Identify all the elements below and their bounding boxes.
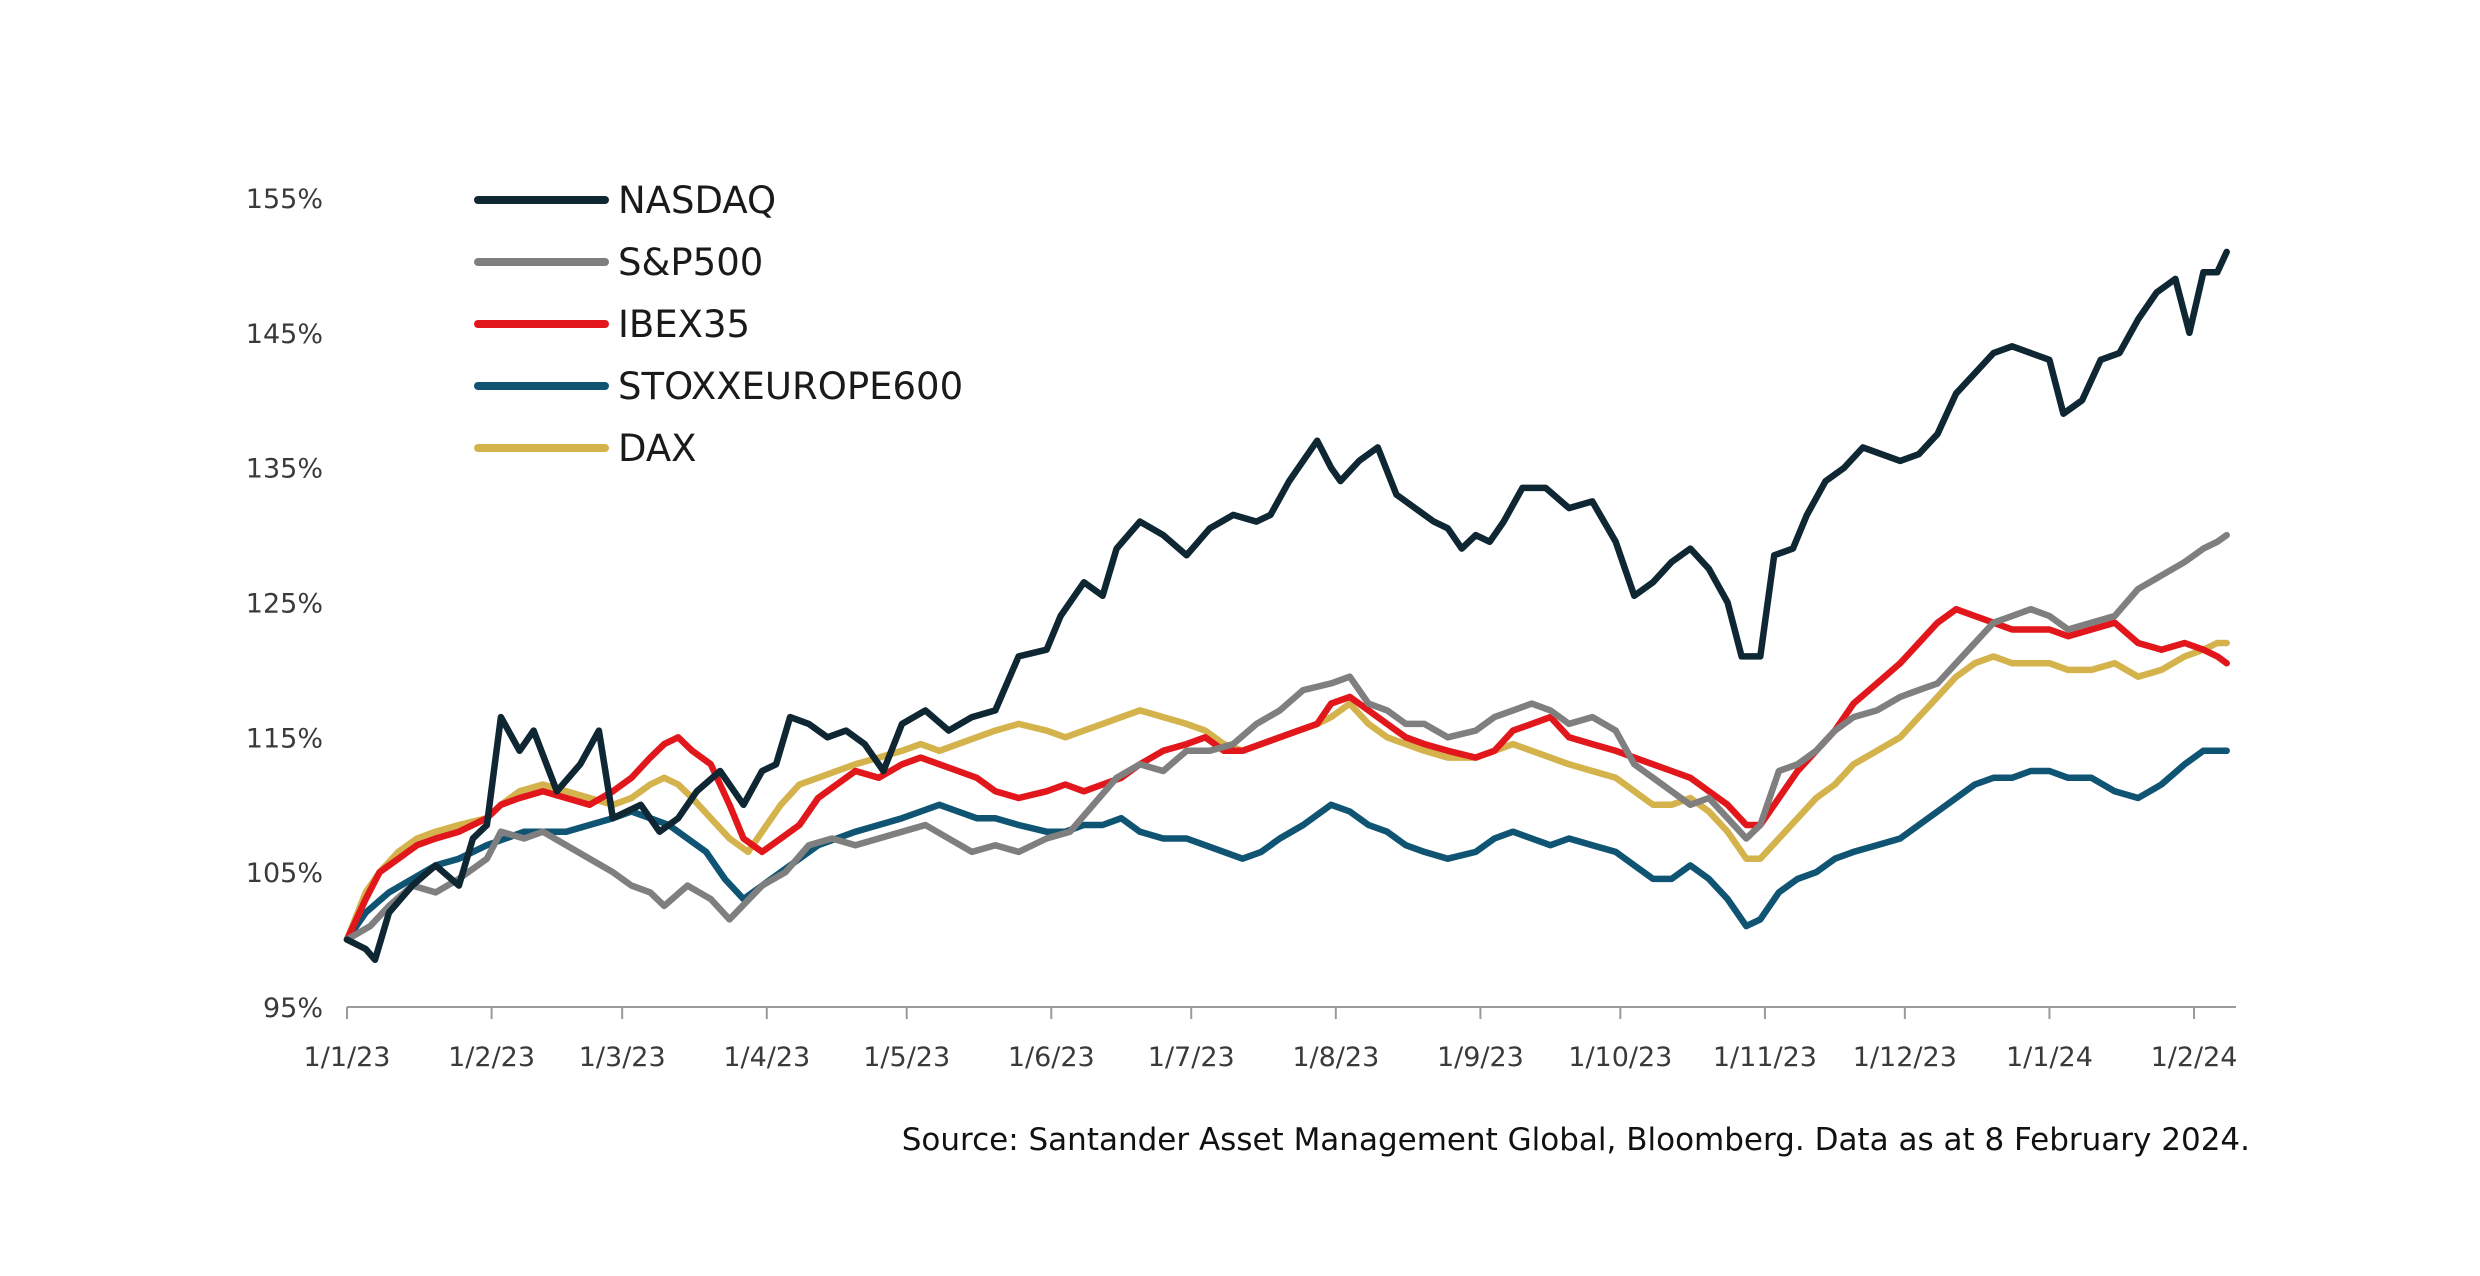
y-tick-label: 135% bbox=[246, 454, 323, 485]
x-tick-label: 1/11/23 bbox=[1713, 1042, 1817, 1073]
y-axis-tick-labels: 95% 105% 115% 125% 135% 145% 155% bbox=[246, 184, 323, 1024]
y-tick-label: 105% bbox=[246, 858, 323, 889]
x-tick-label: 1/2/24 bbox=[2151, 1042, 2238, 1073]
x-tick-label: 1/10/23 bbox=[1568, 1042, 1672, 1073]
x-tick-label: 1/5/23 bbox=[863, 1042, 950, 1073]
x-tick-label: 1/6/23 bbox=[1008, 1042, 1095, 1073]
source-note: Source: Santander Asset Management Globa… bbox=[901, 1122, 2250, 1158]
x-tick-label: 1/1/24 bbox=[2006, 1042, 2093, 1073]
series-line-dax bbox=[343, 639, 2230, 943]
series-line-sp500 bbox=[343, 531, 2230, 943]
series-line-stoxxeurope600 bbox=[343, 747, 2230, 943]
y-tick-label: 115% bbox=[246, 723, 323, 754]
y-tick-label: 125% bbox=[246, 589, 323, 620]
legend-label: NASDAQ bbox=[618, 179, 776, 222]
legend-label: STOXXEUROPE600 bbox=[618, 365, 963, 408]
series-line-nasdaq bbox=[343, 248, 2230, 964]
y-tick-label: 155% bbox=[246, 184, 323, 215]
x-tick-label: 1/7/23 bbox=[1148, 1042, 1235, 1073]
y-tick-label: 95% bbox=[263, 993, 323, 1024]
legend-label: DAX bbox=[618, 427, 697, 470]
legend: NASDAQ S&P500 IBEX35 STOXXEUROPE600 DAX bbox=[474, 179, 963, 470]
x-tick-label: 1/1/23 bbox=[304, 1042, 391, 1073]
series-lines bbox=[343, 248, 2230, 964]
legend-label: S&P500 bbox=[618, 241, 763, 284]
x-tick-label: 1/12/23 bbox=[1853, 1042, 1957, 1073]
legend-label: IBEX35 bbox=[618, 303, 750, 346]
x-tick-label: 1/8/23 bbox=[1292, 1042, 1379, 1073]
x-axis: 1/1/23 1/2/23 1/3/23 1/4/23 1/5/23 1/6/23 1/7/… bbox=[304, 1006, 2238, 1073]
x-tick-label: 1/2/23 bbox=[448, 1042, 535, 1073]
x-tick-label: 1/4/23 bbox=[723, 1042, 810, 1073]
x-tick-label: 1/9/23 bbox=[1437, 1042, 1524, 1073]
x-tick-label: 1/3/23 bbox=[579, 1042, 666, 1073]
y-tick-label: 145% bbox=[246, 319, 323, 350]
series-line-ibex35 bbox=[343, 605, 2230, 943]
